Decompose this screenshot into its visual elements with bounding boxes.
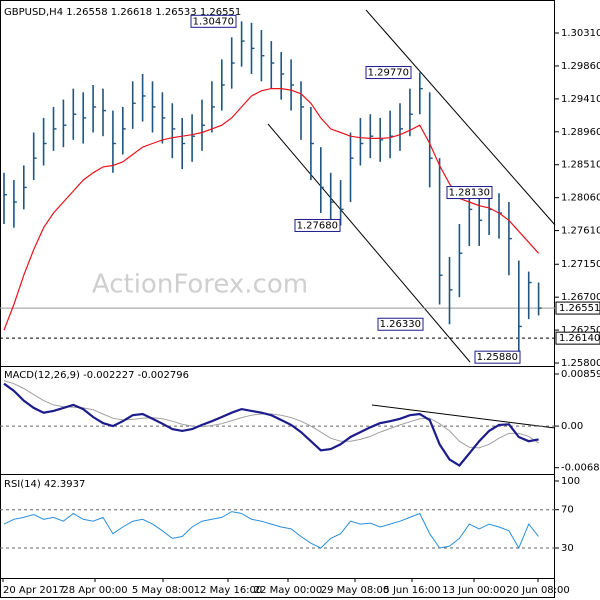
y-tick-label: 1.28510 [561,160,600,171]
series-line [3,511,539,550]
trend-line [365,9,556,226]
annotation-label: 1.28130 [449,188,490,199]
y-tick-label: 1.29410 [561,94,600,105]
y-tick-label: 1.26250 [561,325,600,336]
price-label-box [555,331,600,345]
y-tick-label: 1.29860 [561,61,600,72]
y-tick-label: 1.25800 [561,358,600,369]
y-tick-label: 1.26700 [561,292,600,303]
y-tick-label: 1.27150 [561,259,600,270]
watermark: ActionForex.com [92,270,308,300]
x-tick-label: 12 May 16:00 [194,585,263,596]
annotation-box [474,350,521,364]
x-tick-label: 5 Jun 16:00 [383,585,440,596]
trend-line [371,404,556,429]
annotation-box [446,186,493,200]
price-label: 1.26140 [559,333,600,344]
x-tick-label: 28 Apr 00:00 [62,585,127,596]
panel-title: MACD(12,26,9) -0.002227 -0.002796 [4,370,189,381]
y-tick-label: 1.28960 [561,127,600,138]
annotation-box [190,14,237,28]
annotation-box [365,66,412,80]
x-tick-label: 22 May 00:00 [254,585,323,596]
x-tick-label: 5 May 08:00 [132,585,194,596]
trend-line [267,123,471,363]
annotation-label: 1.25880 [477,352,518,363]
y-tick-label: 1.30310 [561,28,600,39]
y-tick-label: 0.00 [561,421,583,432]
y-tick-label: 70 [561,505,574,516]
x-tick-label: 20 Jun 08:00 [506,585,570,596]
y-tick-label: -0.006867 [561,463,600,474]
panel-title: RSI(14) 42.3937 [4,479,85,490]
price-label: 1.26551 [559,303,600,314]
x-tick-label: 20 Apr 2017 [3,585,65,596]
annotation-box [294,218,341,232]
annotation-box [377,317,424,331]
annotation-label: 1.29770 [368,68,409,79]
y-tick-label: 1.27610 [561,226,600,237]
series-line [3,382,539,467]
price-label-box [555,301,600,315]
x-tick-label: 29 May 08:00 [321,585,390,596]
x-tick-label: 13 Jun 00:00 [442,585,506,596]
series-line [3,88,540,331]
annotation-label: 1.30470 [193,16,234,27]
series-line [3,380,539,449]
annotation-label: 1.27680 [297,220,338,231]
y-tick-label: 30 [561,543,574,554]
y-tick-label: 100 [561,476,580,487]
y-tick-label: 1.28060 [561,193,600,204]
annotation-label: 1.26330 [380,319,421,330]
y-tick-label: 0.008592 [561,369,600,380]
chart-title: GBPUSD,H4 1.26558 1.26618 1.26533 1.2655… [4,7,241,18]
